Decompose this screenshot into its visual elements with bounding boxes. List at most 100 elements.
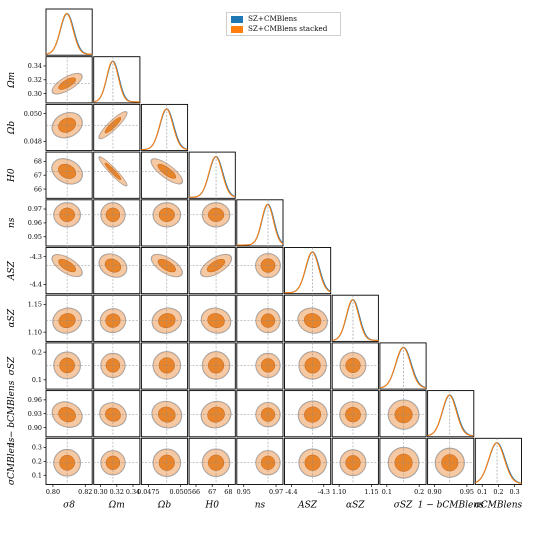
panel-1-bCMBlens-vs-Ωm <box>93 390 141 438</box>
panel-αSZ-vs-Ωb <box>140 294 189 342</box>
y-tick-label: 68 <box>34 158 42 166</box>
panel-σCMBlens-vs-ns <box>236 437 284 485</box>
y-tick-label: -4.4 <box>30 281 42 289</box>
x-tick-label: 66 <box>192 488 200 496</box>
panel-σCMBlens-vs-Ωb <box>140 437 189 485</box>
legend-item-sz-cmblens: SZ+CMBlens <box>231 14 297 24</box>
y-tick-label: 1.10 <box>28 328 42 336</box>
panel-frame <box>427 390 475 438</box>
y-axis-label-ASZ: ASZ <box>7 260 17 281</box>
y-tick-label: 0.1 <box>32 471 42 479</box>
legend-item-sz-cmblens-stacked: SZ+CMBlens stacked <box>231 24 327 34</box>
x-axis-label-σSZ: σSZ <box>394 501 413 511</box>
x-tick-label: 1.15 <box>364 488 378 496</box>
contour-1sigma-orange <box>260 407 276 422</box>
x-tick-label: 0.2 <box>493 488 503 496</box>
panel-H0-vs-σ8 <box>45 151 93 199</box>
panel-σSZ-vs-H0 <box>188 342 236 390</box>
panel-αSZ-vs-αSZ <box>331 294 379 342</box>
y-tick-label: 0.96 <box>28 219 42 227</box>
panel-σSZ-vs-Ωm <box>93 342 141 390</box>
x-tick-label: 0.95 <box>237 488 251 496</box>
x-tick-label: 1.10 <box>332 488 346 496</box>
panel-σ8-vs-σ8 <box>45 8 93 56</box>
y-tick-label: 0.3 <box>32 444 42 452</box>
panel-αSZ-vs-σ8 <box>45 294 93 342</box>
panel-frame <box>474 437 522 485</box>
panel-H0-vs-H0 <box>188 151 236 199</box>
y-tick-label: 0.93 <box>28 410 42 418</box>
panel-1-bCMBlens-vs-Ωb <box>140 390 189 438</box>
y-axis-label-H0: H0 <box>7 168 17 183</box>
legend-swatch-blue <box>231 15 243 23</box>
panel-ns-vs-ns <box>236 199 284 247</box>
x-tick-label: 0.34 <box>126 488 140 496</box>
panel-σSZ-vs-αSZ <box>331 342 379 390</box>
x-tick-label: 0.0475 <box>137 488 159 496</box>
y-axis-label-αSZ: αSZ <box>7 308 17 327</box>
y-tick-label: 0.97 <box>28 205 42 213</box>
y-tick-label: 0.1 <box>32 376 42 384</box>
panel-σCMBlens-vs-αSZ <box>331 437 379 485</box>
panel-ASZ-vs-Ωm <box>93 247 141 295</box>
panel-Ωb-vs-Ωb <box>140 103 189 152</box>
x-tick-label: 68 <box>224 488 232 496</box>
x-tick-label: 0.97 <box>269 488 283 496</box>
x-axis-label-1-bCMBlens: 1 − bCMBlens <box>418 501 484 511</box>
x-tick-label: 0.30 <box>94 488 108 496</box>
panel-σSZ-vs-ASZ <box>284 342 332 390</box>
y-tick-label: 0.34 <box>28 62 42 70</box>
x-tick-label: 0.82 <box>78 488 92 496</box>
y-tick-label: 0.90 <box>28 424 42 432</box>
panel-1-bCMBlens-vs-ns <box>236 390 284 438</box>
panel-αSZ-vs-H0 <box>188 294 236 342</box>
panel-ASZ-vs-σ8 <box>45 247 93 295</box>
panel-Ωm-vs-Ωm <box>93 56 141 104</box>
posterior-1d-orange <box>236 203 284 246</box>
panel-1-bCMBlens-vs-ASZ <box>284 390 332 438</box>
panel-1-bCMBlens-vs-αSZ <box>331 390 379 438</box>
x-axis-label-ASZ: ASZ <box>297 501 318 511</box>
contour-1sigma-orange <box>207 406 225 423</box>
x-axis-label-σ8: σ8 <box>63 501 75 511</box>
panel-1-bCMBlens-vs-1-bCMBlens <box>427 390 475 438</box>
x-axis-label-ns: ns <box>255 501 266 511</box>
y-axis-label-1-bCMBlens: 1 − bCMBlens <box>7 380 17 446</box>
panel-σSZ-vs-σ8 <box>45 342 93 390</box>
x-tick-label: 0.0505 <box>169 488 191 496</box>
panel-Ωb-vs-Ωm <box>93 103 141 152</box>
panel-ASZ-vs-H0 <box>188 247 236 295</box>
x-axis-label-σCMBlens: σCMBlens <box>475 501 523 511</box>
panel-σCMBlens-vs-σSZ <box>379 437 427 485</box>
legend-label-1: SZ+CMBlens <box>248 14 297 23</box>
y-tick-label: 0.2 <box>32 458 42 466</box>
y-tick-label: 0.2 <box>32 348 42 356</box>
panel-1-bCMBlens-vs-H0 <box>188 390 236 438</box>
y-axis-label-Ωm: Ωm <box>7 72 17 89</box>
panel-ns-vs-H0 <box>188 199 236 247</box>
x-tick-label: -4.3 <box>318 488 330 496</box>
legend: SZ+CMBlens SZ+CMBlens stacked <box>226 12 341 36</box>
panel-σCMBlens-vs-1-bCMBlens <box>427 437 475 485</box>
y-axis-label-ns: ns <box>7 217 17 228</box>
y-tick-label: -4.3 <box>30 253 42 261</box>
x-tick-label: 0.1 <box>477 488 487 496</box>
y-tick-label: 0.048 <box>24 138 42 146</box>
legend-label-2: SZ+CMBlens stacked <box>248 24 328 33</box>
panel-ns-vs-Ωb <box>140 199 189 247</box>
panel-σCMBlens-vs-Ωm <box>93 437 141 485</box>
panel-ns-vs-Ωm <box>93 199 141 247</box>
x-axis-label-αSZ: αSZ <box>346 501 365 511</box>
posterior-1d-orange <box>427 394 474 437</box>
legend-swatch-orange <box>231 25 243 33</box>
x-tick-label: 0.80 <box>46 488 60 496</box>
panel-σCMBlens-vs-σCMBlens <box>474 437 522 485</box>
panel-1-bCMBlens-vs-σ8 <box>45 390 93 438</box>
posterior-1d-orange <box>332 299 379 341</box>
y-tick-label: 0.050 <box>24 110 42 118</box>
y-tick-label: 67 <box>34 171 42 179</box>
x-tick-label: 0.32 <box>110 488 124 496</box>
panel-ns-vs-σ8 <box>45 199 93 247</box>
x-tick-label: 0.95 <box>460 488 474 496</box>
